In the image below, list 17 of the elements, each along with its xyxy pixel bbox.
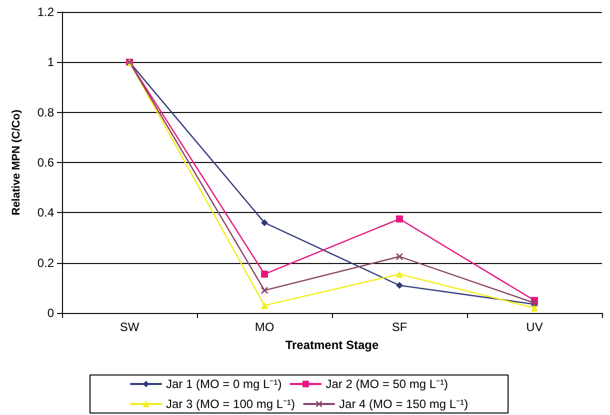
y-tick-label: 0.2: [37, 256, 54, 270]
x-tick-label: SF: [392, 320, 408, 334]
legend-label: Jar 1 (MO = 0 mg L⁻¹): [166, 377, 282, 391]
legend-label: Jar 4 (MO = 150 mg L⁻¹): [339, 397, 468, 411]
x-tick-label: SW: [120, 320, 140, 334]
y-tick-label: 1.2: [37, 5, 54, 19]
y-tick-label: 1: [47, 55, 54, 70]
y-tick-label: 0.6: [37, 156, 54, 170]
legend-label: Jar 3 (MO = 100 mg L⁻¹): [166, 397, 296, 411]
y-axis-title: Relative MPN (C/Co): [10, 109, 22, 216]
y-tick-label: 0: [47, 306, 54, 320]
x-tick-label: MO: [254, 320, 274, 334]
x-axis-title: Treatment Stage: [285, 338, 379, 352]
x-tick-label: UV: [526, 320, 543, 334]
legend-label: Jar 2 (MO = 50 mg L⁻¹): [326, 377, 448, 391]
y-tick-label: 0.4: [37, 206, 54, 220]
y-tick-label: 0.8: [37, 105, 54, 120]
